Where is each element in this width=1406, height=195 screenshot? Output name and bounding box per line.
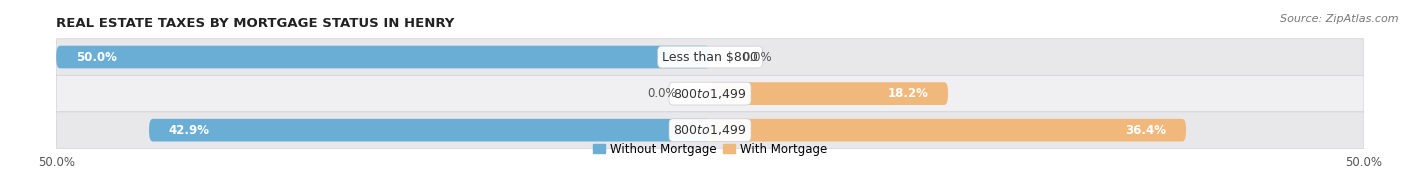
- Text: 0.0%: 0.0%: [648, 87, 678, 100]
- Legend: Without Mortgage, With Mortgage: Without Mortgage, With Mortgage: [588, 138, 832, 160]
- Text: Source: ZipAtlas.com: Source: ZipAtlas.com: [1281, 14, 1399, 24]
- Text: 42.9%: 42.9%: [169, 124, 209, 137]
- FancyBboxPatch shape: [56, 112, 1364, 148]
- Text: $800 to $1,499: $800 to $1,499: [673, 123, 747, 137]
- Text: Less than $800: Less than $800: [662, 51, 758, 64]
- Text: 36.4%: 36.4%: [1125, 124, 1167, 137]
- FancyBboxPatch shape: [56, 75, 1364, 112]
- FancyBboxPatch shape: [56, 46, 710, 68]
- Text: REAL ESTATE TAXES BY MORTGAGE STATUS IN HENRY: REAL ESTATE TAXES BY MORTGAGE STATUS IN …: [56, 17, 454, 30]
- FancyBboxPatch shape: [56, 39, 1364, 75]
- Text: 0.0%: 0.0%: [742, 51, 772, 64]
- FancyBboxPatch shape: [710, 119, 1187, 142]
- Text: 50.0%: 50.0%: [76, 51, 117, 64]
- Text: $800 to $1,499: $800 to $1,499: [673, 87, 747, 101]
- Text: 18.2%: 18.2%: [887, 87, 928, 100]
- FancyBboxPatch shape: [149, 119, 710, 142]
- FancyBboxPatch shape: [710, 82, 948, 105]
